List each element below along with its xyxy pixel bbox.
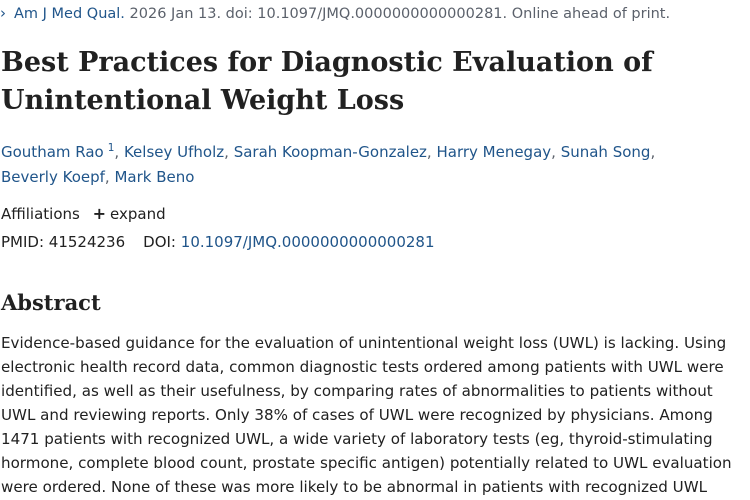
article-title: Best Practices for Diagnostic Evaluation… bbox=[1, 47, 653, 116]
pmid-label: PMID: bbox=[1, 233, 45, 251]
author-link[interactable]: Mark Beno bbox=[114, 168, 195, 186]
author-link[interactable]: Sarah Koopman-Gonzalez bbox=[233, 143, 427, 161]
citation-details: 2026 Jan 13. doi: 10.1097/JMQ.0000000000… bbox=[124, 6, 671, 22]
expand-affiliations-button[interactable]: + expand bbox=[92, 204, 166, 223]
author-link[interactable]: Goutham Rao bbox=[1, 143, 104, 161]
journal-link[interactable]: Am J Med Qual. bbox=[14, 6, 125, 22]
author-link[interactable]: Kelsey Ufholz bbox=[123, 143, 225, 161]
expand-label: expand bbox=[110, 205, 166, 223]
affiliation-ref[interactable]: 1 bbox=[107, 142, 115, 154]
affiliations-row: Affiliations + expand bbox=[1, 203, 166, 225]
author-link[interactable]: Sunah Song bbox=[560, 143, 651, 161]
author-link[interactable]: Beverly Koepf bbox=[1, 168, 105, 186]
pmid-value: 41524236 bbox=[48, 233, 126, 251]
doi-link[interactable]: 10.1097/JMQ.0000000000000281 bbox=[180, 233, 435, 251]
plus-icon: + bbox=[92, 204, 107, 223]
abstract-heading: Abstract bbox=[1, 290, 101, 315]
citation-line: › Am J Med Qual. 2026 Jan 13. doi: 10.109… bbox=[0, 3, 670, 24]
identifiers-row: PMID: 41524236 DOI: 10.1097/JMQ.000000000… bbox=[1, 231, 435, 253]
affiliations-label: Affiliations bbox=[1, 205, 80, 223]
chevron-right-icon: › bbox=[0, 4, 6, 22]
author-link[interactable]: Harry Menegay bbox=[436, 143, 552, 161]
doi-label: DOI: bbox=[143, 233, 176, 251]
author-list: Goutham Rao 1, Kelsey Ufholz, Sarah Koopm… bbox=[1, 142, 656, 186]
abstract-text: Evidence-based guidance for the evaluati… bbox=[1, 334, 732, 496]
